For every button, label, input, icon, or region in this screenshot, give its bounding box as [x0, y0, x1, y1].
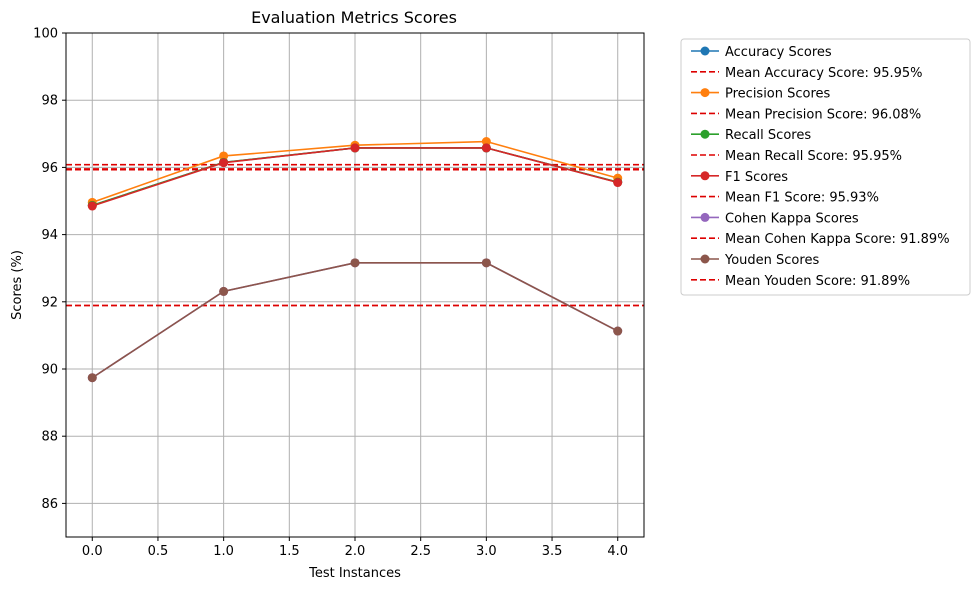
x-tick-label: 1.0 — [213, 544, 234, 559]
legend-marker — [700, 171, 710, 181]
legend-marker — [700, 88, 710, 98]
legend-label: Mean Youden Score: 91.89% — [725, 274, 910, 289]
y-tick-label: 96 — [41, 161, 58, 176]
data-point — [481, 143, 491, 153]
y-tick-label: 92 — [41, 295, 58, 310]
x-tick-label: 4.0 — [607, 544, 628, 559]
legend-label: Mean Precision Score: 96.08% — [725, 107, 921, 122]
legend-marker — [700, 129, 710, 139]
y-axis-label: Scores (%) — [10, 250, 25, 320]
legend-items: Accuracy Scores Mean Accuracy Score: 95.9… — [691, 45, 950, 289]
data-point — [613, 178, 623, 188]
x-tick-label: 0.0 — [82, 544, 103, 559]
y-tick-label: 86 — [41, 497, 58, 512]
data-point — [87, 201, 97, 211]
grid-layer — [66, 32, 644, 537]
x-tick-label: 2.0 — [345, 544, 366, 559]
y-tick-layer: 86 88 90 92 94 96 98 100 — [33, 27, 66, 512]
data-point — [219, 151, 229, 161]
legend-box — [680, 38, 971, 296]
chart-title: Evaluation Metrics Scores — [251, 8, 457, 27]
y-tick-label: 98 — [41, 94, 58, 109]
x-tick-label: 0.5 — [148, 544, 169, 559]
legend-label: Mean Cohen Kappa Score: 91.89% — [725, 232, 950, 247]
legend-label: Precision Scores — [725, 87, 831, 102]
data-point — [481, 137, 491, 147]
legend-label: Mean Recall Score: 95.95% — [725, 149, 902, 164]
x-tick-layer: 0.0 0.5 1.0 1.5 2.0 2.5 3.0 3.5 4.0 — [82, 537, 628, 559]
legend-label: Recall Scores — [725, 128, 811, 143]
data-point — [219, 286, 229, 296]
legend-marker — [700, 46, 710, 56]
x-tick-label: 3.5 — [542, 544, 563, 559]
x-axis-label: Test Instances — [308, 566, 401, 581]
data-point — [87, 373, 97, 383]
y-tick-label: 100 — [33, 27, 58, 42]
legend-label: Youden Scores — [724, 253, 819, 268]
y-tick-label: 88 — [41, 430, 58, 445]
legend-label: Cohen Kappa Scores — [725, 211, 859, 226]
legend: Accuracy Scores Mean Accuracy Score: 95.9… — [680, 38, 971, 296]
legend-label: Mean Accuracy Score: 95.95% — [725, 66, 923, 81]
series-layer — [87, 137, 623, 383]
x-tick-label: 2.5 — [410, 544, 431, 559]
legend-label: Mean F1 Score: 95.93% — [725, 191, 879, 206]
y-tick-label: 94 — [41, 228, 58, 243]
legend-marker — [700, 254, 710, 264]
y-tick-label: 90 — [41, 363, 58, 378]
data-point — [613, 326, 623, 336]
data-point — [219, 158, 229, 168]
x-tick-label: 3.0 — [476, 544, 497, 559]
x-tick-label: 1.5 — [279, 544, 300, 559]
data-point — [481, 258, 491, 268]
legend-label: F1 Scores — [725, 170, 788, 185]
legend-marker — [700, 212, 710, 222]
data-point — [350, 258, 360, 268]
legend-label: Accuracy Scores — [725, 45, 832, 60]
data-point — [350, 143, 360, 153]
